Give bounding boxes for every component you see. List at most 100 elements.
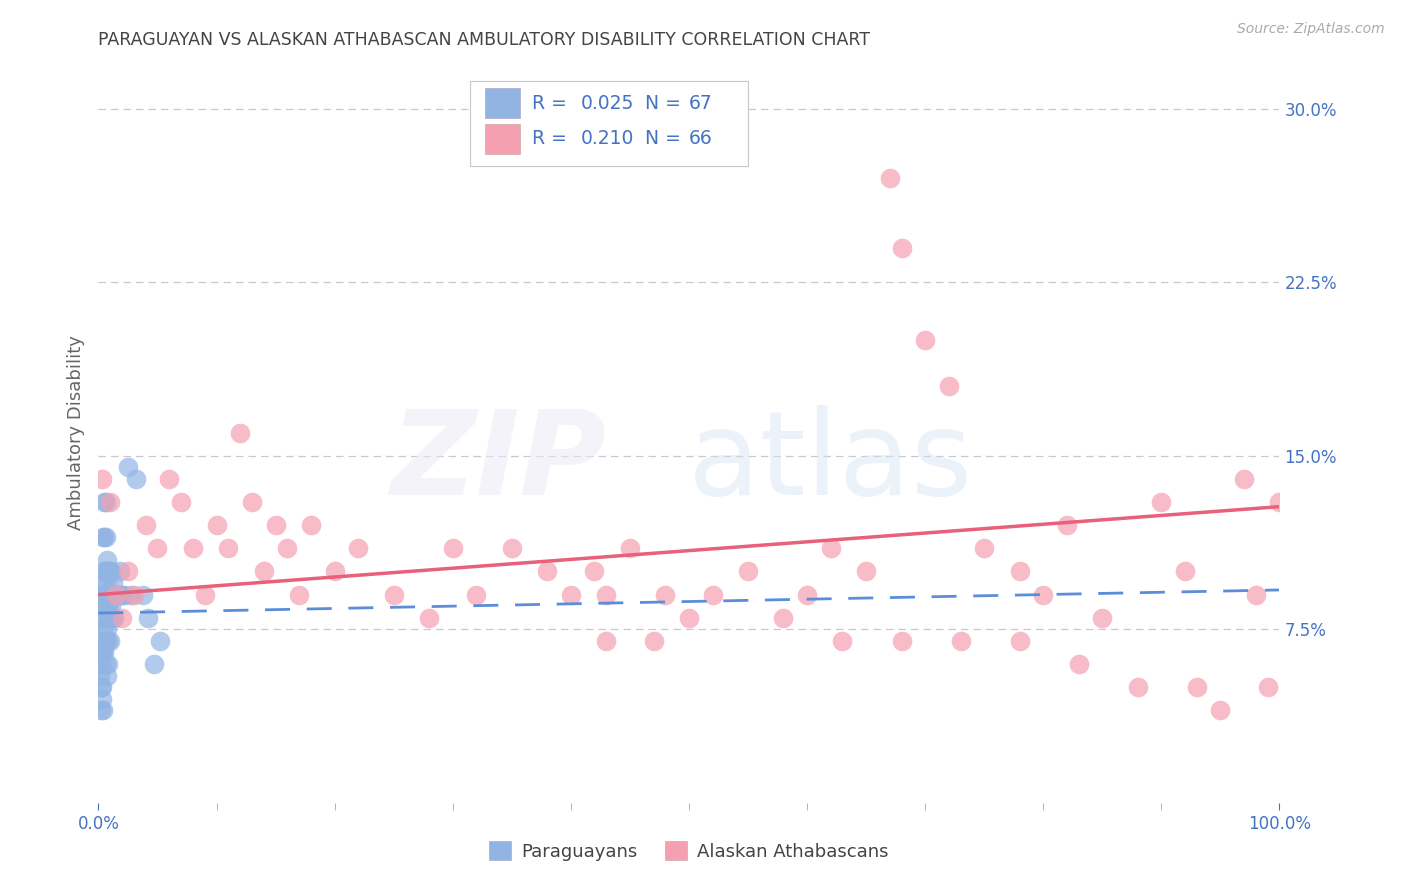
Point (146, 541, 169, 556)
Point (93, 565, 115, 579)
Point (108, 565, 131, 579)
Point (103, 610, 125, 624)
Point (299, 518, 322, 533)
Point (157, 472, 180, 486)
Point (91, 680, 114, 694)
Text: N =: N = (645, 129, 681, 148)
Y-axis label: Ambulatory Disability: Ambulatory Disability (66, 335, 84, 530)
Point (105, 588, 128, 602)
Point (253, 565, 276, 579)
Text: 66: 66 (689, 129, 713, 148)
Point (1067, 657, 1090, 671)
Point (91, 599, 114, 614)
Point (111, 610, 134, 624)
Point (97, 565, 120, 579)
Point (93, 530, 115, 544)
Point (217, 541, 239, 556)
Point (98, 610, 121, 624)
Point (560, 588, 582, 602)
Point (94, 657, 117, 671)
Point (93, 610, 115, 624)
Point (323, 565, 346, 579)
Point (98, 610, 121, 624)
Point (101, 576, 124, 591)
Point (135, 518, 157, 533)
Point (181, 541, 204, 556)
Point (100, 599, 122, 614)
Point (91, 703, 114, 717)
Point (643, 633, 665, 648)
Point (94, 495, 117, 509)
Point (91, 588, 114, 602)
Legend: Paraguayans, Alaskan Athabascans: Paraguayans, Alaskan Athabascans (482, 834, 896, 868)
FancyBboxPatch shape (471, 81, 748, 166)
Point (93, 645, 115, 659)
Point (104, 588, 127, 602)
Text: atlas: atlas (688, 405, 973, 520)
Point (142, 657, 165, 671)
Point (536, 565, 558, 579)
Point (855, 565, 877, 579)
Point (820, 541, 842, 556)
Point (90, 703, 112, 717)
Point (125, 472, 148, 486)
Point (1209, 703, 1232, 717)
Point (132, 588, 155, 602)
Point (264, 518, 287, 533)
Point (914, 333, 936, 347)
Text: 67: 67 (689, 94, 713, 112)
Point (96, 553, 118, 567)
Point (90, 657, 112, 671)
Point (890, 633, 912, 648)
Text: 0.025: 0.025 (581, 94, 634, 112)
Point (441, 541, 464, 556)
Point (1185, 680, 1208, 694)
Text: R =: R = (531, 129, 567, 148)
Point (347, 541, 370, 556)
Point (91, 472, 114, 486)
Point (98, 588, 121, 602)
Point (93, 588, 115, 602)
Point (101, 610, 124, 624)
Point (796, 588, 818, 602)
Point (879, 171, 901, 186)
Point (98, 495, 121, 509)
Point (973, 541, 995, 556)
Text: Source: ZipAtlas.com: Source: ZipAtlas.com (1237, 22, 1385, 37)
Point (91, 530, 114, 544)
Point (1126, 680, 1149, 694)
Point (97, 657, 120, 671)
Point (831, 633, 853, 648)
Point (276, 541, 298, 556)
Point (96, 576, 118, 591)
Point (96, 622, 118, 636)
Point (949, 633, 972, 648)
Point (890, 240, 912, 255)
Point (382, 588, 405, 602)
Point (1257, 680, 1279, 694)
Point (105, 588, 128, 602)
Point (98, 633, 121, 648)
Point (194, 588, 217, 602)
Point (121, 588, 143, 602)
Point (737, 565, 759, 579)
Point (122, 588, 145, 602)
Point (89, 668, 111, 682)
Point (94, 588, 117, 602)
Point (1244, 588, 1267, 602)
Point (97, 588, 120, 602)
Point (98, 565, 121, 579)
Point (938, 379, 960, 393)
Point (91, 645, 114, 659)
Point (90, 680, 112, 694)
Point (112, 588, 135, 602)
Point (89, 645, 111, 659)
Point (288, 588, 311, 602)
Point (1056, 518, 1078, 533)
Point (501, 541, 523, 556)
Text: N =: N = (645, 94, 681, 112)
Point (240, 495, 263, 509)
Point (93, 495, 115, 509)
Point (1091, 610, 1114, 624)
Point (583, 565, 606, 579)
